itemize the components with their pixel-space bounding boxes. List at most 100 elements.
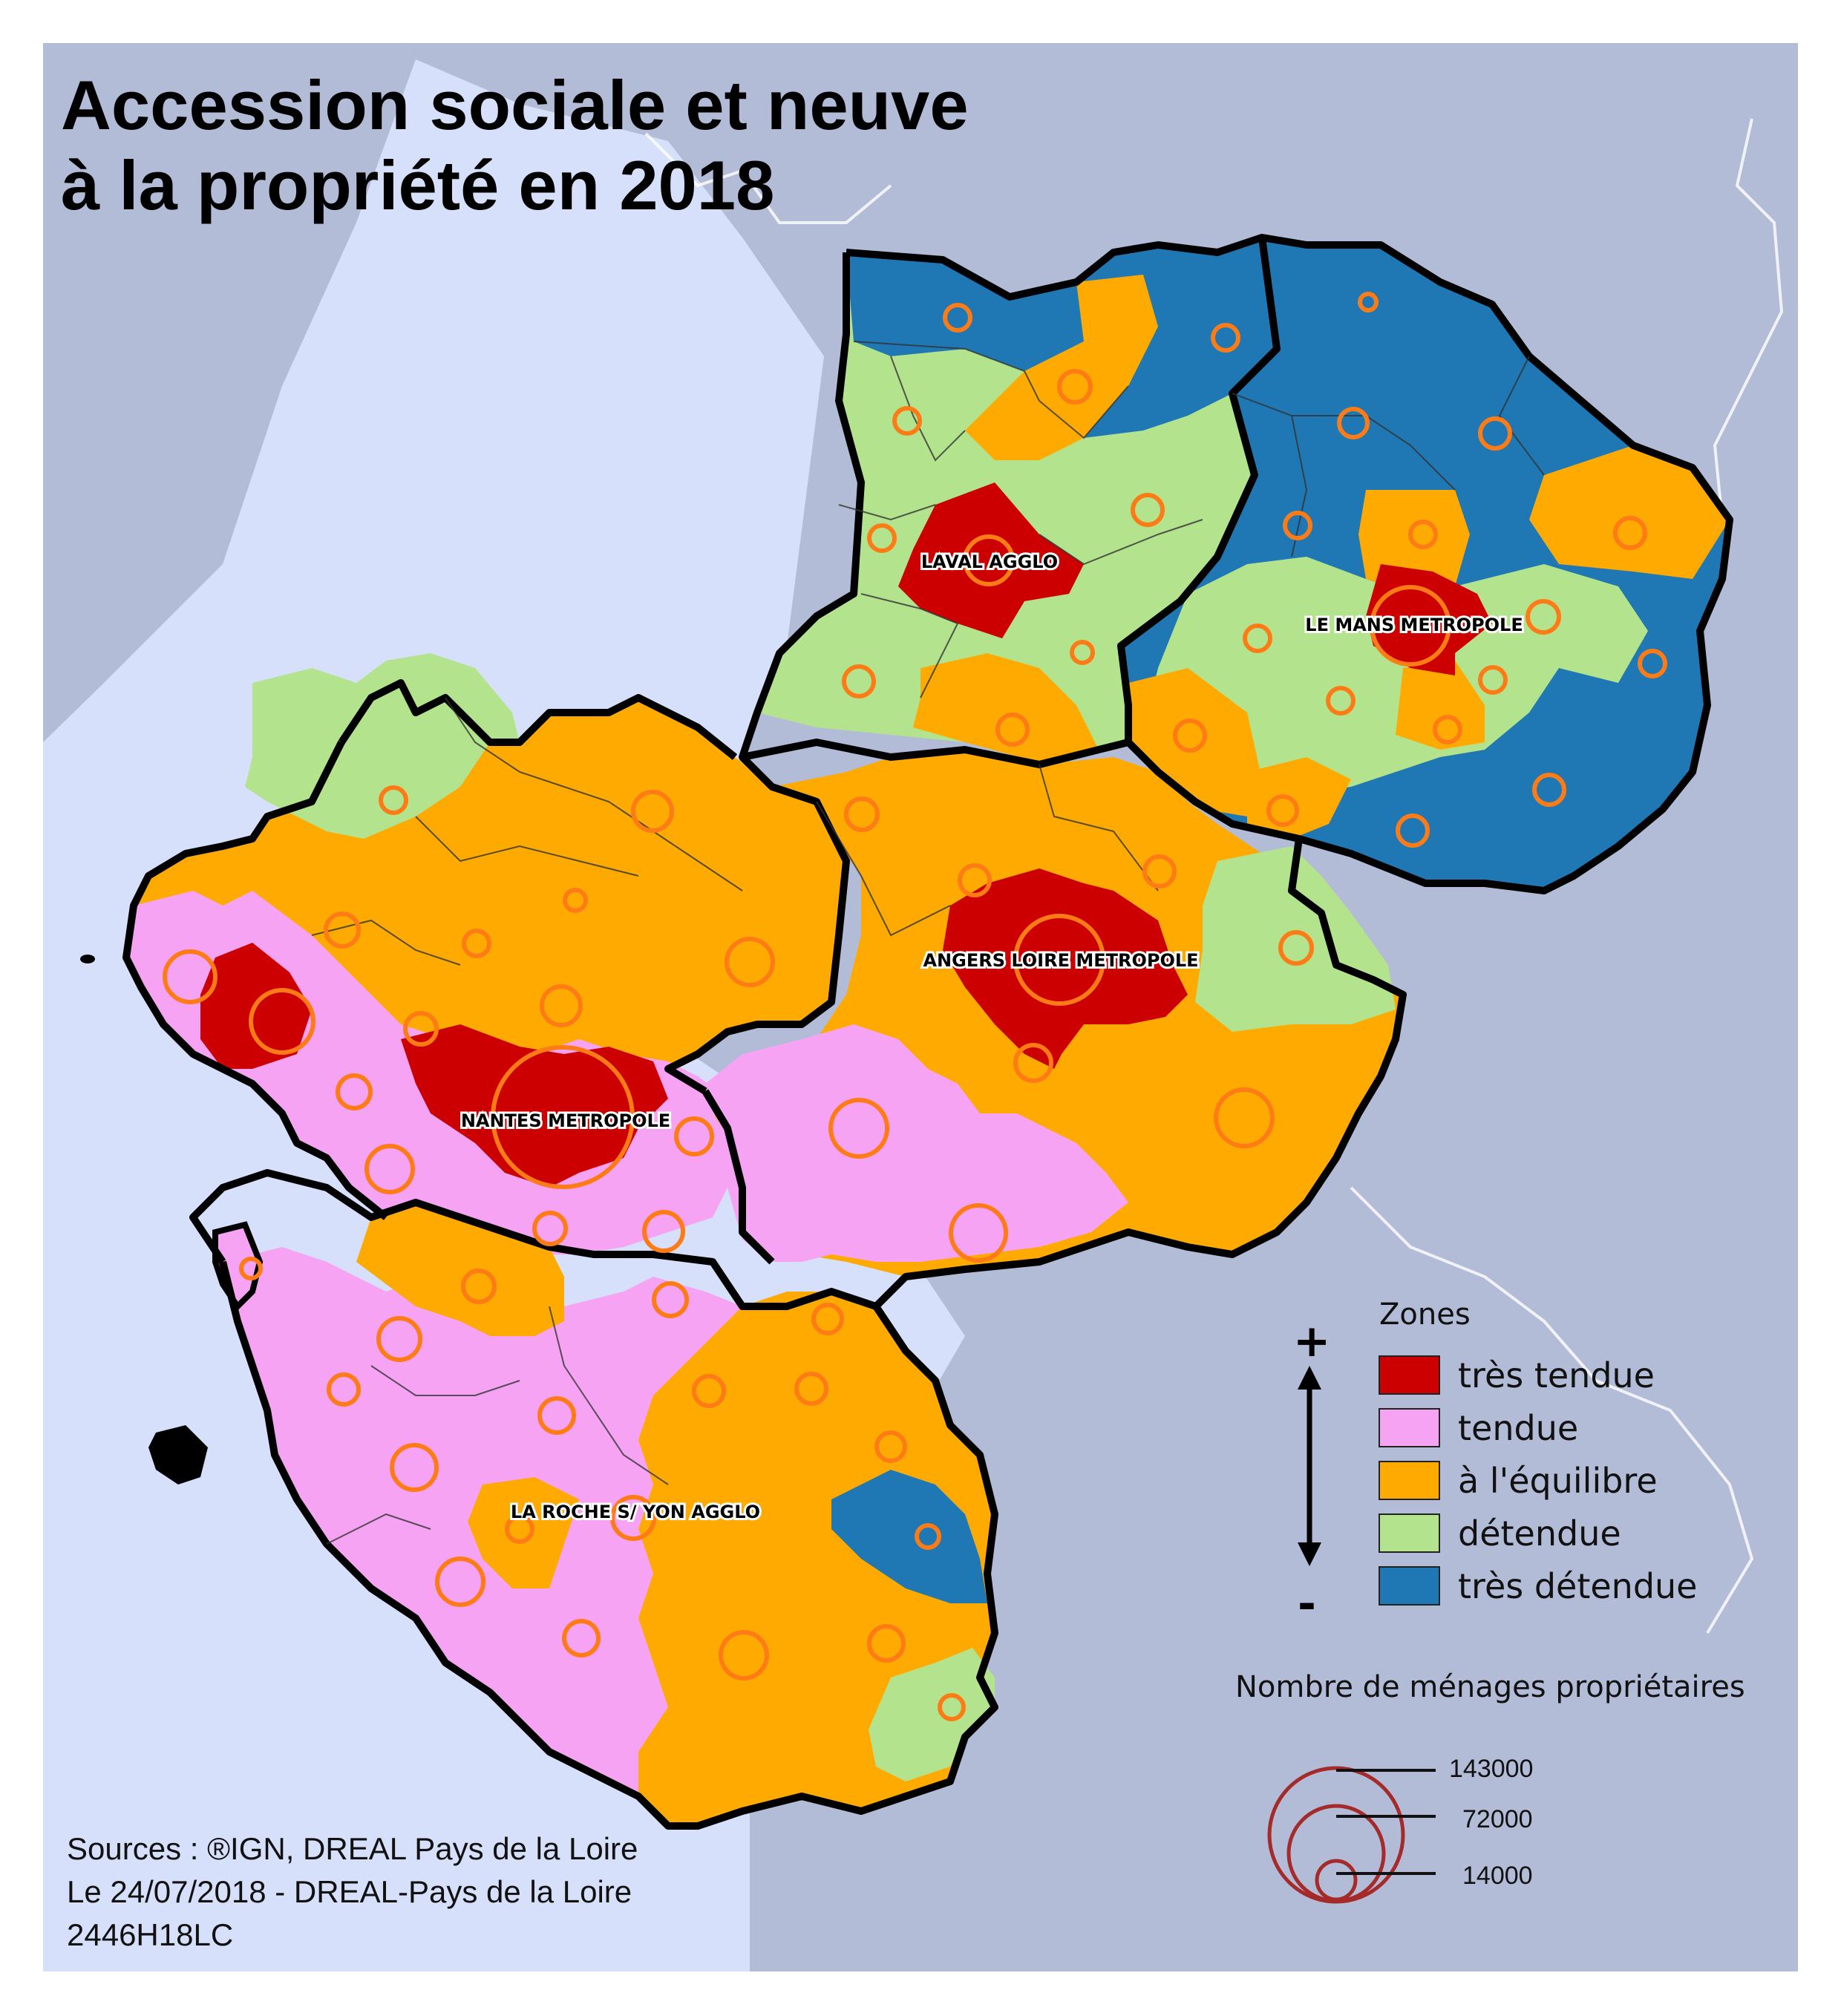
household-circle — [892, 406, 922, 436]
size-legend-label-small: 14000 — [1462, 1862, 1533, 1890]
household-circle — [505, 1514, 534, 1544]
zone-equilibre — [1396, 661, 1485, 750]
household-circle — [943, 303, 972, 333]
zone-tres-tendue — [898, 482, 1084, 638]
household-circle — [1057, 369, 1093, 405]
household-circle — [435, 1557, 485, 1607]
size-legend-label-medium: 72000 — [1462, 1805, 1533, 1833]
household-circle — [376, 1316, 422, 1362]
zone-equilibre — [965, 275, 1158, 460]
household-circle — [1613, 516, 1647, 550]
household-circle — [1243, 624, 1272, 653]
epci-boundaries — [311, 341, 1545, 1545]
zone-detendue — [1143, 557, 1648, 794]
household-circle — [867, 1624, 906, 1663]
household-circle — [1337, 407, 1370, 439]
legend-swatch-tres-tendue — [1379, 1355, 1440, 1395]
household-circle — [1013, 914, 1105, 1006]
household-circle — [842, 664, 876, 698]
legend-swatch-equilibre — [1379, 1461, 1440, 1500]
household-circle — [1358, 292, 1379, 312]
household-circle — [1478, 416, 1512, 451]
household-circle — [1278, 930, 1314, 966]
household-circle — [1211, 323, 1240, 353]
department-borders — [122, 234, 1733, 1830]
legend-label-tres-detendue: très détendue — [1458, 1566, 1698, 1606]
household-circle — [1396, 814, 1430, 848]
household-circle — [537, 1396, 576, 1435]
household-circle — [867, 523, 897, 553]
household-circle — [1408, 520, 1438, 549]
household-circle — [949, 1203, 1008, 1263]
map-title-line-2: à la propriété en 2018 — [61, 146, 775, 224]
household-circle — [725, 937, 775, 987]
household-circle — [1131, 493, 1165, 527]
household-circle — [610, 1495, 656, 1541]
household-circle — [461, 1269, 497, 1304]
household-circles — [163, 292, 1667, 1721]
sources-block: Sources : ®IGN, DREAL Pays de la Loire L… — [67, 1827, 638, 1957]
map-title: Accession sociale et neuve à la propriét… — [61, 65, 969, 226]
legend-swatch-detendue — [1379, 1513, 1440, 1553]
household-circle — [336, 1073, 373, 1110]
household-circle — [562, 1619, 601, 1657]
zone-tres-tendue — [943, 868, 1188, 1069]
household-circle — [163, 949, 218, 1004]
legend-label-equilibre: à l'équilibre — [1458, 1461, 1658, 1501]
size-legend-leaders — [1336, 1769, 1436, 1875]
household-circle — [324, 912, 361, 949]
size-legend-title: Nombre de ménages propriétaires — [1235, 1670, 1745, 1704]
household-circle — [540, 984, 583, 1027]
household-circle — [844, 796, 880, 832]
household-circle — [958, 863, 992, 897]
legend-label-detendue: détendue — [1458, 1513, 1621, 1554]
household-circle — [364, 1144, 415, 1194]
legend-label-tendue: tendue — [1458, 1408, 1579, 1448]
zone-detendue — [869, 1648, 995, 1781]
place-label-nantes: NANTES METROPOLE — [461, 1110, 670, 1131]
zone-detendue — [1195, 846, 1396, 1032]
household-circle — [915, 1523, 941, 1550]
household-circle — [1526, 599, 1561, 635]
sources-line-3: 2446H18LC — [67, 1917, 234, 1952]
household-circle — [1532, 773, 1566, 807]
place-label-laval: LAVAL AGGLO — [921, 552, 1058, 572]
household-circle — [874, 1430, 907, 1463]
household-circle — [1433, 715, 1462, 744]
zone-equilibre — [1529, 445, 1730, 579]
legend-zones-title: Zones — [1379, 1297, 1471, 1332]
household-circle — [674, 1116, 714, 1156]
household-circle — [1013, 1043, 1053, 1083]
zone-tres-tendue — [1366, 564, 1492, 675]
zone-equilibre — [913, 653, 1099, 765]
household-circle — [1142, 854, 1177, 888]
household-circle — [327, 1372, 361, 1407]
household-circle — [491, 1045, 635, 1189]
zone-equilibre — [468, 1477, 579, 1588]
household-circle — [1266, 794, 1299, 827]
island — [80, 955, 95, 963]
household-circle — [1326, 686, 1356, 716]
size-legend-circle-small — [1315, 1859, 1358, 1902]
household-circle — [390, 1443, 439, 1492]
zone-tres-detendue — [846, 252, 1084, 371]
household-circle — [719, 1630, 769, 1680]
sources-line-1: Sources : ®IGN, DREAL Pays de la Loire — [67, 1831, 638, 1866]
household-circle — [963, 534, 1015, 586]
size-legend — [1267, 1766, 1405, 1904]
river-line — [1713, 118, 1784, 520]
river-line — [1350, 1186, 1754, 1634]
map-title-line-1: Accession sociale et neuve — [61, 66, 969, 144]
household-circle — [938, 1693, 966, 1721]
household-circle — [1283, 511, 1312, 540]
household-circle — [828, 1098, 889, 1159]
zone-tres-tendue — [401, 1024, 668, 1188]
household-circle — [652, 1281, 689, 1318]
legend-plus-sign: + — [1293, 1315, 1331, 1367]
household-circle — [1638, 649, 1667, 678]
household-circle — [379, 785, 408, 815]
household-circle — [563, 888, 588, 913]
household-circle — [1478, 665, 1508, 695]
place-label-angers: ANGERS LOIRE METROPOLE — [923, 950, 1198, 971]
household-circle — [794, 1372, 828, 1406]
